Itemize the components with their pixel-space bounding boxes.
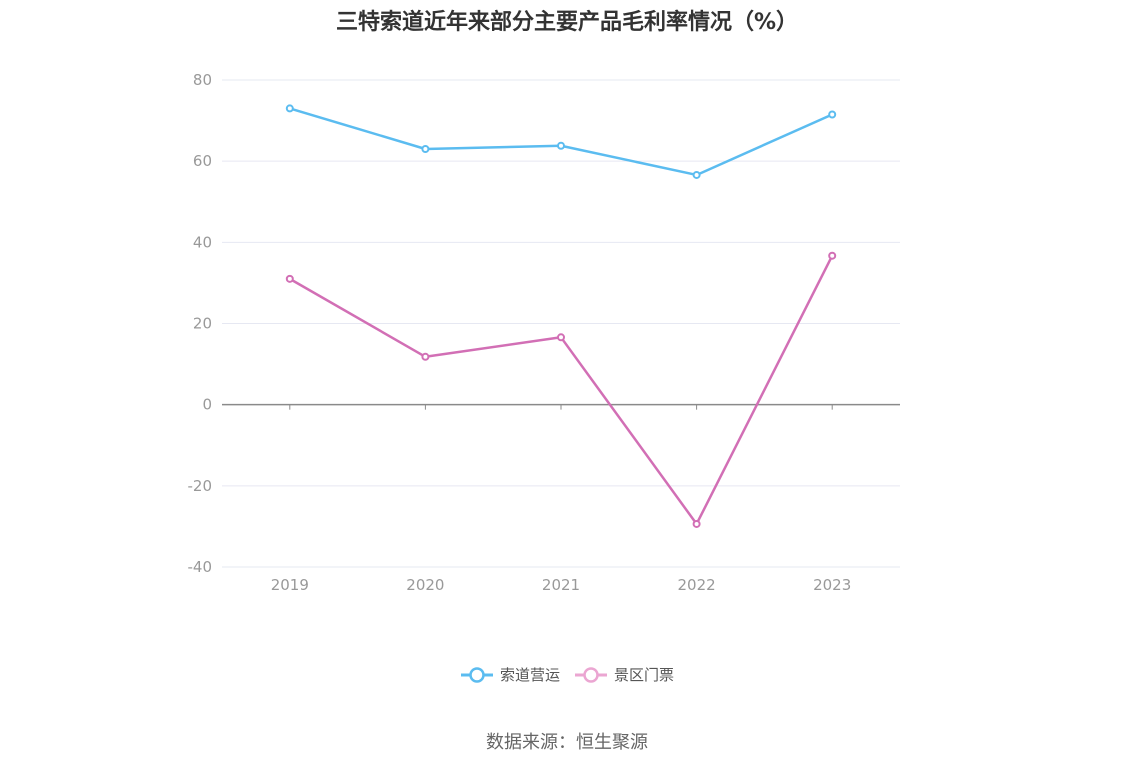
data-source: 数据来源：恒生聚源 xyxy=(486,732,648,753)
grid-lines xyxy=(222,79,900,568)
data-point-series-2-2020 xyxy=(421,352,430,361)
legend-series-2-icon xyxy=(575,666,607,683)
data-point-series-2-2021 xyxy=(557,333,565,342)
y-tick-label: 0 xyxy=(202,396,212,414)
data-point-series-1-2020 xyxy=(421,144,430,153)
series-lines xyxy=(289,107,834,526)
legend-item-series-1[interactable]: 索道营运 xyxy=(460,664,560,685)
y-tick-label: -40 xyxy=(188,558,213,576)
legend-series-2-label: 景区门票 xyxy=(614,666,675,684)
legend-item-series-2[interactable]: 景区门票 xyxy=(574,664,674,685)
legend: 索道营运 景区门票 xyxy=(0,664,1134,685)
y-tick-label: 80 xyxy=(193,71,212,89)
axes: 80 60 40 20 0 -20 -40 2019 2020 2021 2022 2023 xyxy=(188,71,900,594)
data-point-series-1-2022 xyxy=(692,170,701,179)
series-line-1 xyxy=(289,107,833,177)
legend-series-1-icon xyxy=(460,666,493,683)
data-point-series-2-2022 xyxy=(692,519,701,528)
y-tick-label: 40 xyxy=(193,233,212,251)
chart-title: 三特索道近年来部分主要产品毛利率情况（%） xyxy=(335,10,799,35)
y-tick-label: 60 xyxy=(193,152,212,170)
x-tick-label: 2019 xyxy=(271,576,309,594)
data-point-series-1-2019 xyxy=(285,104,294,113)
x-tick-label: 2020 xyxy=(406,576,444,594)
data-point-series-1-2023 xyxy=(828,110,837,119)
x-tick-label: 2021 xyxy=(542,576,580,594)
x-tick-label: 2023 xyxy=(813,576,851,594)
data-points xyxy=(285,104,837,528)
data-point-series-2-2019 xyxy=(285,274,294,283)
y-tick-label: -20 xyxy=(188,477,213,495)
data-point-series-1-2021 xyxy=(557,141,565,150)
y-tick-label: 20 xyxy=(193,315,212,333)
legend-series-1-label: 索道营运 xyxy=(499,666,560,684)
series-line-2 xyxy=(289,255,834,526)
x-tick-label: 2022 xyxy=(678,576,716,594)
data-point-series-2-2023 xyxy=(828,251,837,260)
